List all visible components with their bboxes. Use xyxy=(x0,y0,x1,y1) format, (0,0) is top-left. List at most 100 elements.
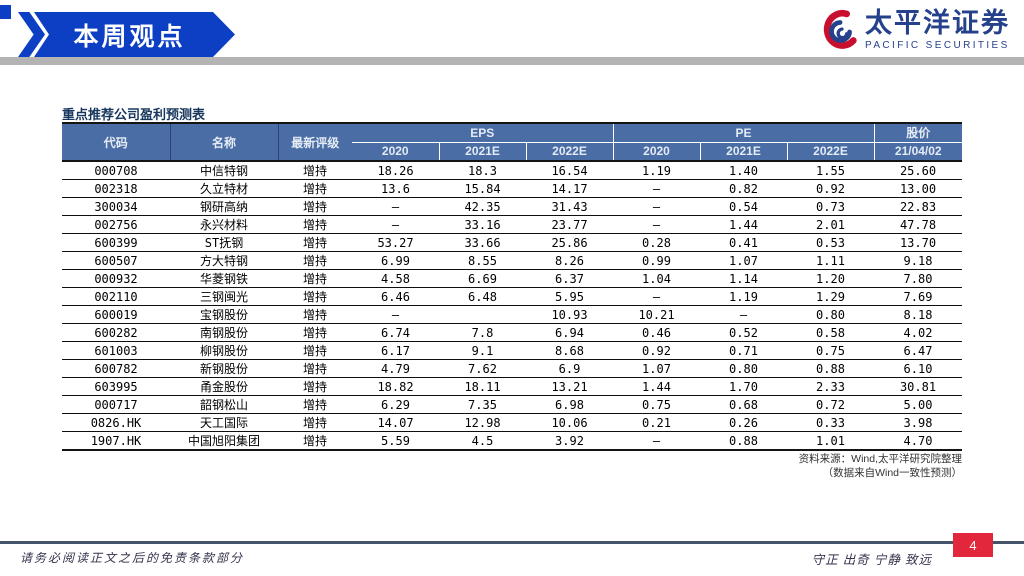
table-cell: 10.93 xyxy=(526,305,613,324)
table-cell: 增持 xyxy=(278,215,352,234)
table-cell: 000708 xyxy=(62,161,170,180)
table-cell: 韶钢松山 xyxy=(170,395,278,414)
table-cell: 30.81 xyxy=(874,377,962,396)
table-cell: 增持 xyxy=(278,377,352,396)
source-line-2: （数据来自Wind一致性预测） xyxy=(822,467,962,479)
table-cell: 6.94 xyxy=(526,323,613,342)
table-cell: 6.98 xyxy=(526,395,613,414)
table-cell: 0.92 xyxy=(787,179,874,198)
table-cell: 0.28 xyxy=(613,233,700,252)
table-cell: 002110 xyxy=(62,287,170,306)
table-cell: 0.21 xyxy=(613,413,700,432)
table-cell: 23.77 xyxy=(526,215,613,234)
table-cell: – xyxy=(352,197,439,216)
col-header-eps-2020: 2020 xyxy=(352,142,439,161)
table-cell: 0826.HK xyxy=(62,413,170,432)
table-cell: 华菱钢铁 xyxy=(170,269,278,288)
table-cell: 1.19 xyxy=(700,287,787,306)
table-cell: 5.95 xyxy=(526,287,613,306)
table-cell: 10.06 xyxy=(526,413,613,432)
table-cell: 增持 xyxy=(278,305,352,324)
table-cell: 南钢股份 xyxy=(170,323,278,342)
table-cell: 7.80 xyxy=(874,269,962,288)
table-body: 000708 中信特钢 增持 18.26 18.3 16.54 1.19 1.40 1.55 25… xyxy=(62,161,962,451)
table-cell: 4.5 xyxy=(439,431,526,451)
table-cell: 久立特材 xyxy=(170,179,278,198)
table-cell: 1.11 xyxy=(787,251,874,270)
table-cell: 0.75 xyxy=(787,341,874,360)
table-cell: 甬金股份 xyxy=(170,377,278,396)
table-cell: 600507 xyxy=(62,251,170,270)
table-cell: 000717 xyxy=(62,395,170,414)
table-cell: 6.29 xyxy=(352,395,439,414)
table-cell: 002756 xyxy=(62,215,170,234)
table-cell: 9.18 xyxy=(874,251,962,270)
table-cell: 31.43 xyxy=(526,197,613,216)
col-header-name: 名称 xyxy=(169,123,278,161)
table-header: 代码 名称 最新评级 EPS PE 股价 2020 2021E 2022E 20… xyxy=(62,123,962,161)
table-cell: – xyxy=(613,179,700,198)
table-cell: 增持 xyxy=(278,323,352,342)
table-cell: 8.26 xyxy=(526,251,613,270)
table-cell: 增持 xyxy=(278,431,352,451)
table-row: 002110 三钢闽光 增持 6.46 6.48 5.95–1.19 1.29 7.69 xyxy=(62,287,962,306)
table-cell: 6.69 xyxy=(439,269,526,288)
table-cell: 0.82 xyxy=(700,179,787,198)
table-cell: 603995 xyxy=(62,377,170,396)
col-header-eps-2021e: 2021E xyxy=(438,142,526,161)
table-cell: 0.92 xyxy=(613,341,700,360)
table-cell: 16.54 xyxy=(526,161,613,180)
table-cell: 增持 xyxy=(278,197,352,216)
table-cell: 13.6 xyxy=(352,179,439,198)
table-row: 000708 中信特钢 增持 18.26 18.3 16.54 1.19 1.40 1.55 25… xyxy=(62,161,962,180)
table-cell: – xyxy=(352,215,439,234)
table-cell: 7.62 xyxy=(439,359,526,378)
table-cell: 0.26 xyxy=(700,413,787,432)
table-cell: 0.72 xyxy=(787,395,874,414)
table-row: 000717 韶钢松山 增持 6.29 7.35 6.98 0.75 0.68 0.72 5.00 xyxy=(62,395,962,414)
table-cell: 增持 xyxy=(278,341,352,360)
table-cell: 18.82 xyxy=(352,377,439,396)
footer-divider-line xyxy=(0,541,1024,544)
table-cell: 600399 xyxy=(62,233,170,252)
table-cell: 增持 xyxy=(278,233,352,252)
source-line-1: 资料来源：Wind,太平洋研究院整理 xyxy=(798,453,962,465)
table-cell: 0.41 xyxy=(700,233,787,252)
table-cell: 6.47 xyxy=(874,341,962,360)
table-cell: 42.35 xyxy=(439,197,526,216)
table-cell: 22.83 xyxy=(874,197,962,216)
table-cell: ST抚钢 xyxy=(170,233,278,252)
col-header-eps-2022e: 2022E xyxy=(525,142,613,161)
table-cell: 18.11 xyxy=(439,377,526,396)
table-cell: 6.37 xyxy=(526,269,613,288)
table-cell: 14.17 xyxy=(526,179,613,198)
table-cell: 600782 xyxy=(62,359,170,378)
table-row: 600282 南钢股份 增持 6.74 7.8 6.94 0.46 0.52 0.58 4.02 xyxy=(62,323,962,342)
table-cell: 1.04 xyxy=(613,269,700,288)
table-cell: 1.70 xyxy=(700,377,787,396)
pacific-securities-swirl-icon xyxy=(823,9,857,49)
table-cell: 增持 xyxy=(278,359,352,378)
table-cell: 002318 xyxy=(62,179,170,198)
table-cell: 6.46 xyxy=(352,287,439,306)
table-row: 600399 ST抚钢 增持 53.27 33.66 25.86 0.28 0.41 0.53 1… xyxy=(62,233,962,252)
table-row: 000932 华菱钢铁 增持 4.58 6.69 6.37 1.04 1.14 1.20 7.80 xyxy=(62,269,962,288)
col-group-price: 股价 xyxy=(873,123,962,143)
table-cell: 13.21 xyxy=(526,377,613,396)
table-cell: 2.01 xyxy=(787,215,874,234)
table-cell: 13.00 xyxy=(874,179,962,198)
table-cell: 7.35 xyxy=(439,395,526,414)
table-cell: 4.02 xyxy=(874,323,962,342)
table-row: 1907.HK 中国旭阳集团 增持 5.59 4.5 3.92–0.88 1.01 4.70 xyxy=(62,431,962,451)
table-cell: 增持 xyxy=(278,269,352,288)
table-cell: 33.66 xyxy=(439,233,526,252)
table-cell: 0.75 xyxy=(613,395,700,414)
table-cell: 13.70 xyxy=(874,233,962,252)
company-logo: 太平洋证券 PACIFIC SECURITIES xyxy=(822,8,1010,54)
table-cell: 4.79 xyxy=(352,359,439,378)
table-cell: 0.58 xyxy=(787,323,874,342)
table-cell: 14.07 xyxy=(352,413,439,432)
table-cell: 6.74 xyxy=(352,323,439,342)
table-cell: 25.60 xyxy=(874,161,962,180)
table-cell: 1.07 xyxy=(700,251,787,270)
